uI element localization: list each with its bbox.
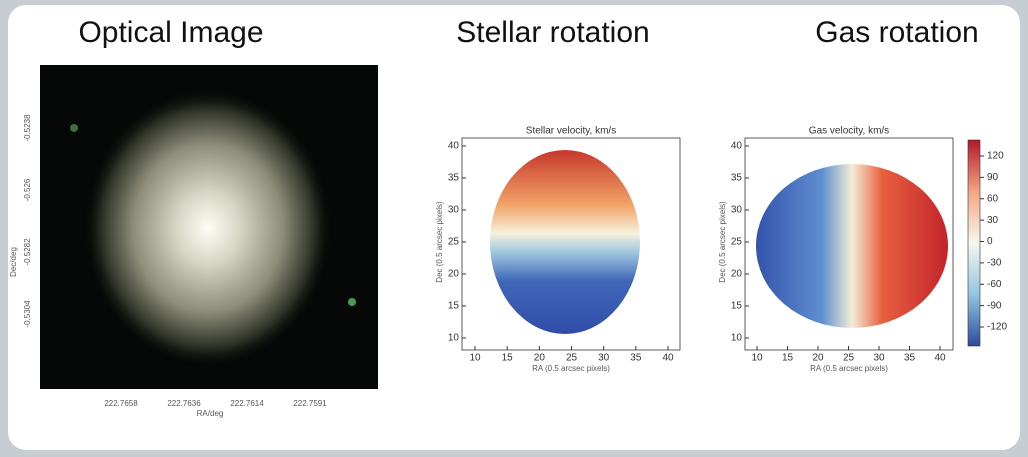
y-tick-label: 15 xyxy=(448,301,460,312)
y-tick-label: 20 xyxy=(448,269,460,280)
x-tick-label: 222.7614 xyxy=(230,399,264,408)
x-tick-label: 40 xyxy=(934,353,946,364)
plot-title: Stellar velocity, km/s xyxy=(526,126,616,137)
y-tick-label: 20 xyxy=(731,269,743,280)
galaxy xyxy=(83,88,333,368)
plot-title: Gas velocity, km/s xyxy=(809,126,889,137)
star xyxy=(70,124,78,132)
y-tick-label: -0.5282 xyxy=(23,238,32,266)
x-tick-label: 222.7636 xyxy=(167,399,201,408)
x-tick-label: 15 xyxy=(502,353,514,364)
y-tick-label: 30 xyxy=(448,205,460,216)
y-axis-label: Dec/deg xyxy=(9,247,18,277)
y-tick-label: 40 xyxy=(731,141,743,152)
x-tick-label: 25 xyxy=(566,353,578,364)
y-tick-label: -0.5238 xyxy=(23,114,32,142)
y-axis-label: Dec (0.5 arcsec pixels) xyxy=(435,201,444,283)
x-tick-label: 20 xyxy=(534,353,546,364)
colorbar-label: 120 xyxy=(987,151,1004,162)
colorbar-label: -60 xyxy=(987,279,1002,290)
x-tick-label: 30 xyxy=(873,353,885,364)
panel-title: Stellar rotation xyxy=(456,16,649,49)
x-tick-label: 35 xyxy=(630,353,642,364)
y-tick-label: 35 xyxy=(448,173,460,184)
y-tick-label: 10 xyxy=(731,333,743,344)
x-tick-label: 10 xyxy=(751,353,763,364)
y-tick-label: -0.526 xyxy=(23,178,32,201)
x-axis-label: RA (0.5 arcsec pixels) xyxy=(532,364,610,373)
x-tick-label: 15 xyxy=(782,353,794,364)
x-tick-label: 222.7658 xyxy=(104,399,138,408)
x-axis-label: RA/deg xyxy=(197,409,224,418)
y-tick-label: 30 xyxy=(731,205,743,216)
colorbar-label: 90 xyxy=(987,172,999,183)
x-tick-label: 25 xyxy=(843,353,855,364)
x-tick-label: 40 xyxy=(662,353,674,364)
colorbar-label: -30 xyxy=(987,258,1002,269)
y-tick-label: 25 xyxy=(448,237,460,248)
slide: Optical Image Stellar rotation Gas rotat… xyxy=(0,0,1028,457)
y-tick-label: 40 xyxy=(448,141,460,152)
x-tick-label: 222.7591 xyxy=(293,399,327,408)
star xyxy=(348,298,356,306)
colorbar xyxy=(968,140,980,346)
colorbar-label: -90 xyxy=(987,300,1002,311)
colorbar-label: 30 xyxy=(987,215,999,226)
x-axis-label: RA (0.5 arcsec pixels) xyxy=(810,364,888,373)
y-tick-label: 10 xyxy=(448,333,460,344)
y-tick-label: 25 xyxy=(731,237,743,248)
x-tick-label: 35 xyxy=(904,353,916,364)
panel-title: Optical Image xyxy=(78,16,263,49)
y-axis-label: Dec (0.5 arcsec pixels) xyxy=(718,201,727,283)
panel-title: Gas rotation xyxy=(815,16,978,49)
x-tick-label: 30 xyxy=(598,353,610,364)
x-tick-label: 10 xyxy=(469,353,481,364)
colorbar-label: -120 xyxy=(987,322,1007,333)
y-tick-label: 15 xyxy=(731,301,743,312)
x-tick-label: 20 xyxy=(812,353,824,364)
colorbar-label: 60 xyxy=(987,193,999,204)
colorbar-label: 0 xyxy=(987,236,993,247)
page: Optical Image Stellar rotation Gas rotat… xyxy=(0,0,1028,457)
y-tick-label: 35 xyxy=(731,173,743,184)
y-tick-label: -0.5304 xyxy=(23,300,32,328)
